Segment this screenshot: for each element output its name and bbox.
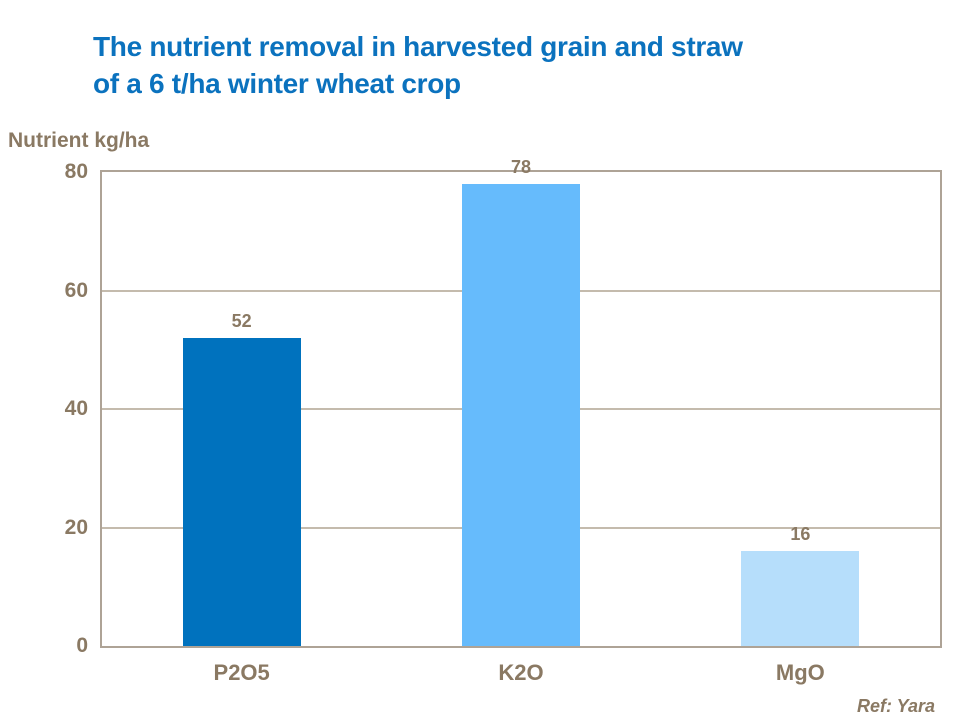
y-tick-label-0: 0: [76, 634, 88, 657]
y-tick-label-80: 80: [64, 160, 88, 183]
chart-title-line1: The nutrient removal in harvested grain …: [93, 31, 743, 62]
bar-value-label-MgO: 16: [790, 524, 811, 545]
x-tick-label-MgO: MgO: [775, 660, 825, 685]
chart-title: The nutrient removal in harvested grain …: [93, 28, 743, 102]
bar-P2O5: [182, 337, 301, 646]
reference-note: Ref: Yara: [856, 696, 935, 716]
y-tick-label-40: 40: [64, 397, 88, 420]
bar-MgO: [741, 551, 860, 646]
y-tick-label-20: 20: [64, 515, 88, 539]
x-tick-label-K2O: K2O: [498, 660, 544, 685]
plot-area: 52 78 16: [100, 157, 942, 648]
bar-K2O: [462, 183, 580, 646]
x-tick-label-P2O5: P2O5: [213, 660, 270, 685]
y-tick-label-60: 60: [64, 278, 88, 302]
chart-title-line2: of a 6 t/ha winter wheat crop: [93, 68, 461, 99]
bar-value-label-P2O5: 52: [231, 310, 252, 331]
y-axis-unit-label: Nutrient kg/ha: [8, 129, 150, 152]
bar-value-label-K2O: 78: [510, 156, 532, 177]
